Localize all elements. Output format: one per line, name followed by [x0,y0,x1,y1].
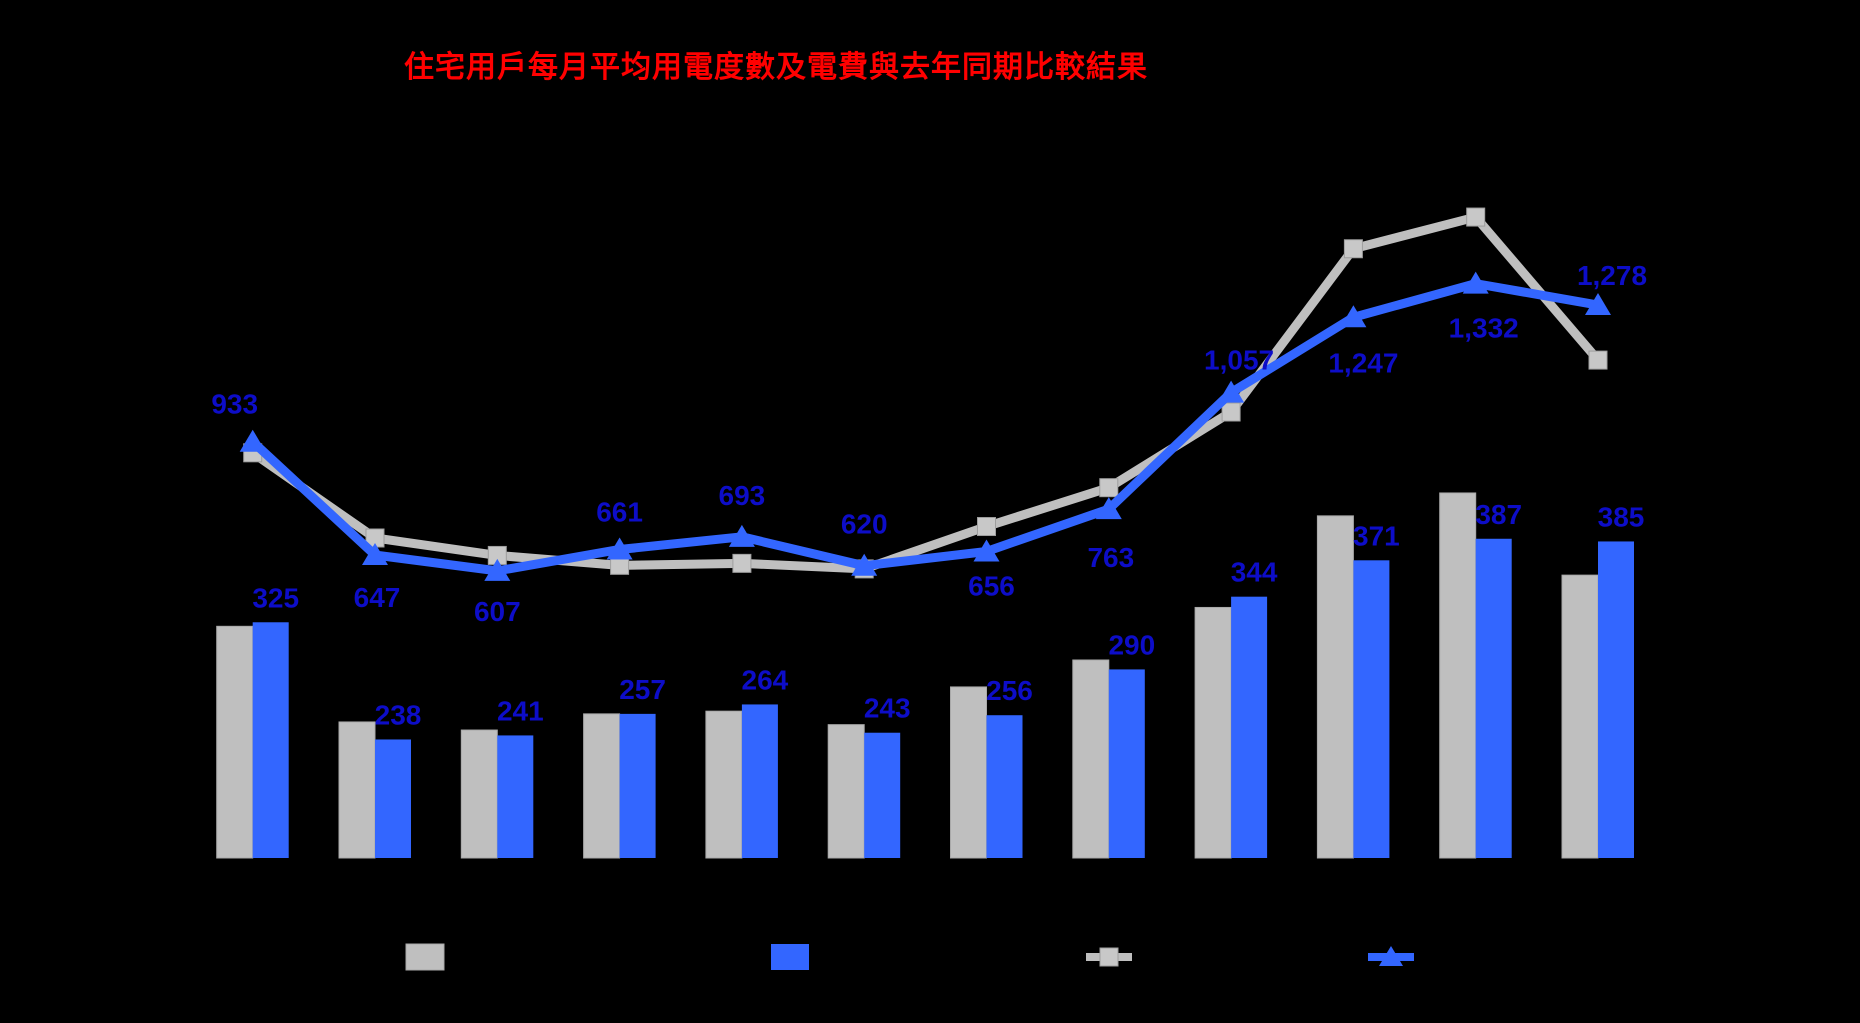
line-label-2: 647 [354,582,401,613]
line-label-8: 763 [1087,542,1134,573]
bar-label-8: 290 [1108,629,1155,660]
bar-blue-7 [986,715,1023,858]
line-label-7: 656 [968,570,1015,601]
legend-marker-square [1099,947,1119,967]
line-gray [250,212,1602,574]
marker-triangle-6 [851,553,878,576]
bar-label-1: 325 [252,582,299,613]
bar-blue-5 [741,704,778,858]
marker-square-11 [1466,207,1486,227]
line-label-11: 1,332 [1449,313,1519,344]
marker-triangle-5 [728,524,755,547]
bar-gray-11 [1439,492,1477,859]
line-label-6: 620 [841,509,888,540]
bar-blue-10 [1353,560,1390,858]
marker-square-9 [1221,402,1241,422]
line-label-5: 693 [719,480,766,511]
bar-label-7: 256 [986,675,1033,706]
bar-blue-2 [375,739,411,858]
bar-gray-7 [950,686,987,859]
marker-square-8 [1099,478,1119,498]
bar-blue-12 [1598,541,1634,858]
bar-gray-12 [1561,574,1599,859]
line-label-9: 1,057 [1204,345,1274,376]
bar-gray-10 [1316,515,1354,859]
bar-gray-6 [827,724,865,859]
bar-gray-5 [705,710,743,859]
bar-gray-9 [1194,606,1232,859]
marker-triangle-9 [1218,380,1245,403]
chart-title: 住宅用戶每月平均用電度數及電費與去年同期比較結果 [404,51,1148,84]
bar-blue-11 [1475,538,1512,858]
bar-label-11: 387 [1475,499,1522,530]
bar-label-3: 241 [497,695,544,726]
marker-square-10 [1343,239,1363,259]
bar-label-6: 243 [864,693,911,724]
bar-label-2: 238 [375,699,422,730]
line-label-4: 661 [596,496,643,527]
bar-gray-8 [1072,659,1110,859]
bar-gray-2 [338,721,376,859]
bar-blue-8 [1108,669,1145,858]
bar-gray-3 [460,729,498,859]
marker-triangle-3 [484,558,511,581]
bar-blue-3 [497,735,534,858]
legend-marker-triangle [1379,946,1403,966]
marker-triangle-11 [1462,271,1489,294]
marker-triangle-7 [973,539,1000,562]
marker-triangle-10 [1340,305,1367,328]
bar-label-5: 264 [742,664,789,695]
bar-blue-4 [619,713,656,858]
marker-triangle-2 [362,543,388,566]
bar-label-9: 344 [1231,557,1278,588]
bar-blue-6 [864,732,901,858]
legend-swatch-bar-gray [405,943,445,971]
line-label-1: 933 [211,389,258,420]
line-label-10: 1,247 [1328,347,1398,378]
marker-square-5 [732,553,752,573]
marker-triangle-8 [1095,497,1122,520]
legend-swatch-bar-blue [771,944,809,970]
bar-label-12: 385 [1598,501,1645,532]
bar-blue-1 [252,622,289,858]
bar-label-4: 257 [619,674,666,705]
marker-triangle-4 [606,537,633,560]
bar-gray-4 [583,713,621,859]
line-label-12: 1,278 [1577,260,1647,291]
line-blue [249,279,1599,576]
line-label-3: 607 [474,596,521,627]
bar-blue-9 [1231,596,1268,858]
bar-gray-1 [216,625,254,859]
marker-square-12 [1588,350,1608,370]
bar-label-10: 371 [1353,520,1400,551]
marker-triangle-1 [239,429,266,452]
marker-triangle-12 [1585,293,1611,316]
marker-square-7 [977,517,996,537]
